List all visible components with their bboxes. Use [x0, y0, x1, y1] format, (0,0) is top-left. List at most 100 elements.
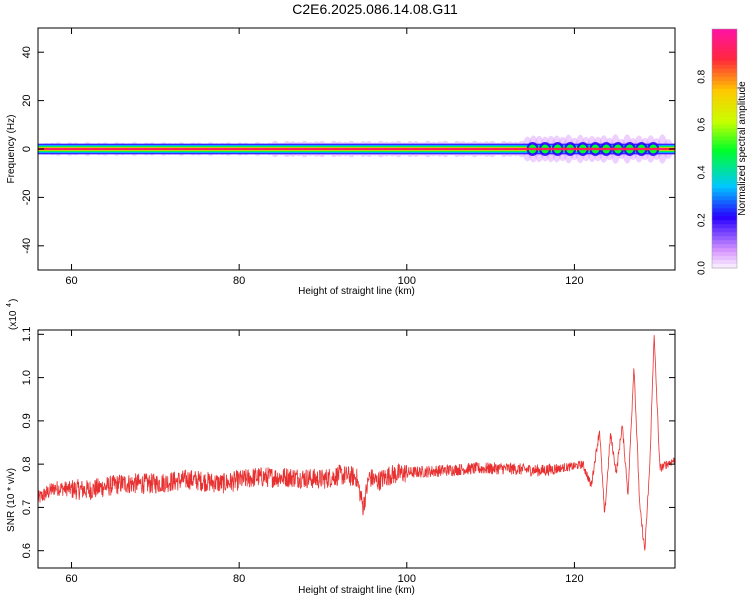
colorbar-segment — [712, 168, 737, 173]
colorbar — [711, 28, 738, 269]
spectrogram-xtick-label: 100 — [398, 275, 416, 287]
colorbar-segment — [712, 132, 737, 138]
colorbar-segment — [712, 220, 737, 225]
colorbar-tick-label: 0.4 — [697, 165, 708, 179]
colorbar-segment — [712, 44, 737, 50]
spectrogram-ytick-label: -40 — [21, 238, 33, 254]
snr-ytick-label: 0.6 — [21, 543, 33, 558]
spectrogram-xlabel: Height of straight line (km) — [298, 286, 415, 297]
snr-ytick-label: 1.1 — [21, 327, 33, 342]
colorbar-segment — [712, 164, 737, 170]
colorbar-segment — [712, 252, 737, 257]
colorbar-segment — [712, 76, 737, 82]
colorbar-segment — [712, 120, 737, 126]
spectrogram-ytick-label: 40 — [21, 46, 33, 58]
figure-title: C2E6.2025.086.14.08.G11 — [292, 1, 458, 17]
colorbar-segment — [712, 128, 737, 134]
colorbar-segment — [712, 176, 737, 181]
colorbar-segment — [712, 144, 737, 150]
colorbar-tick-label: 0.8 — [697, 69, 708, 83]
spectrogram-panel — [37, 27, 676, 271]
colorbar-segment — [712, 112, 737, 118]
colorbar-segment — [712, 52, 737, 58]
snr-ytick-label: 0.8 — [21, 456, 33, 471]
colorbar-segment — [712, 228, 737, 233]
colorbar-label: Normalized spectral amplitude — [737, 81, 748, 216]
colorbar-segment — [712, 88, 737, 94]
colorbar-segment — [712, 256, 737, 261]
snr-xtick-label: 120 — [565, 573, 583, 585]
spectrogram-xtick-label: 60 — [65, 275, 77, 287]
colorbar-segment — [712, 136, 737, 142]
colorbar-segment — [712, 32, 737, 38]
colorbar-segment — [712, 108, 737, 114]
colorbar-segment — [712, 244, 737, 249]
colorbar-segment — [712, 96, 737, 102]
colorbar-segment — [712, 29, 737, 34]
colorbar-segment — [712, 48, 737, 54]
spectrogram-ridge — [38, 147, 675, 151]
snr-ylabel: SNR (10 * v/v) — [6, 468, 17, 532]
colorbar-segment — [712, 216, 737, 221]
colorbar-segment — [712, 60, 737, 66]
colorbar-segment — [712, 64, 737, 70]
colorbar-segment — [712, 240, 737, 245]
spectrogram-xtick-label: 80 — [233, 275, 245, 287]
spectrogram-ytick-label: -20 — [21, 189, 33, 205]
colorbar-segment — [712, 72, 737, 78]
colorbar-segment — [712, 192, 737, 197]
colorbar-segment — [712, 104, 737, 110]
colorbar-segment — [712, 188, 737, 193]
snr-ytick-label: 1.0 — [21, 370, 33, 385]
colorbar-segment — [712, 160, 737, 166]
colorbar-segment — [712, 260, 737, 265]
colorbar-segment — [712, 56, 737, 62]
colorbar-segment — [712, 204, 737, 209]
colorbar-segment — [712, 92, 737, 98]
colorbar-segment — [712, 148, 737, 154]
colorbar-segment — [712, 180, 737, 185]
colorbar-frame — [711, 28, 738, 269]
snr-scale-label: (x10 — [8, 310, 19, 330]
colorbar-segment — [712, 196, 737, 201]
colorbar-segment — [712, 212, 737, 217]
colorbar-segment — [712, 200, 737, 205]
colorbar-segment — [712, 140, 737, 146]
snr-xtick-label: 100 — [398, 573, 416, 585]
snr-xtick-label: 60 — [65, 573, 77, 585]
colorbar-segment — [712, 124, 737, 130]
colorbar-segment — [712, 224, 737, 229]
colorbar-segment — [712, 208, 737, 213]
colorbar-segment — [712, 68, 737, 74]
colorbar-tick-label: 0.0 — [697, 261, 708, 275]
snr-background — [38, 330, 675, 568]
colorbar-segment — [712, 40, 737, 46]
snr-frame — [37, 329, 676, 569]
colorbar-tick-label: 0.2 — [697, 213, 708, 227]
colorbar-segment — [712, 172, 737, 177]
snr-xtick-label: 80 — [233, 573, 245, 585]
colorbar-segment — [712, 184, 737, 189]
colorbar-segment — [712, 116, 737, 122]
colorbar-segment — [712, 152, 737, 158]
colorbar-segment — [712, 84, 737, 90]
colorbar-segment — [712, 36, 737, 42]
colorbar-segment — [712, 232, 737, 237]
colorbar-segment — [712, 80, 737, 86]
colorbar-tick-label: 0.6 — [697, 117, 708, 131]
colorbar-segment — [712, 248, 737, 253]
snr-scale-paren: ) — [8, 299, 19, 302]
snr-series-line — [38, 335, 675, 551]
snr-ytick-label: 0.9 — [21, 413, 33, 428]
snr-scale-exponent: 4 — [6, 303, 13, 307]
spectrogram-ylabel: Frequency (Hz) — [6, 115, 17, 184]
colorbar-segment — [712, 156, 737, 162]
colorbar-segment — [712, 236, 737, 241]
spectrogram-ytick-label: 20 — [21, 94, 33, 106]
colorbar-segment — [712, 100, 737, 106]
snr-xlabel: Height of straight line (km) — [298, 585, 415, 596]
snr-ytick-label: 0.7 — [21, 500, 33, 515]
spectrogram-xtick-label: 120 — [565, 275, 583, 287]
snr-panel — [37, 329, 676, 569]
